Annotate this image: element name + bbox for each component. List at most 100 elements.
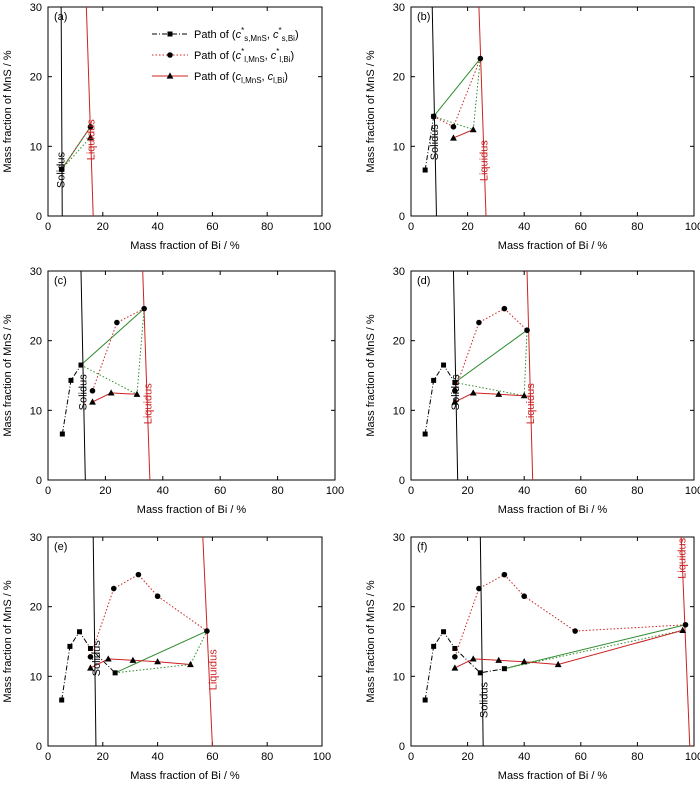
x-tick-label: 0 xyxy=(408,485,414,497)
square-marker xyxy=(422,697,428,703)
liquidus-line xyxy=(202,537,213,746)
tie-line xyxy=(504,624,686,670)
triangle-marker xyxy=(154,658,161,665)
circle-marker xyxy=(430,113,437,120)
tie-line xyxy=(454,330,528,397)
triangle-marker xyxy=(469,655,477,662)
x-tick-label: 0 xyxy=(408,751,414,763)
plot-frame xyxy=(47,6,323,217)
y-axis-label: Mass fraction of MnS / % xyxy=(2,580,14,702)
x-tick-label: 80 xyxy=(261,751,273,763)
circle-marker xyxy=(477,55,484,62)
y-axis-label: Mass fraction of MnS / % xyxy=(365,580,377,702)
y-tick-label: 30 xyxy=(393,266,405,278)
plot-frame xyxy=(47,536,323,747)
plot-area xyxy=(59,537,213,746)
plot-area xyxy=(422,537,691,746)
plot-frame xyxy=(410,270,695,481)
circle-marker xyxy=(452,388,458,394)
x-tick-label: 80 xyxy=(261,221,273,233)
chart-panel-0: 0 20 40 60 80 100 0 10 20 30 Mass fraction of Bi /… xyxy=(2,2,331,252)
y-tick-label: 20 xyxy=(30,72,42,84)
triangle-marker xyxy=(495,656,503,663)
plot-frame xyxy=(410,536,695,747)
square-marker xyxy=(422,431,428,437)
x-tick-label: 100 xyxy=(313,221,331,233)
series-line xyxy=(89,573,208,657)
liquidus-line xyxy=(526,271,534,480)
y-tick-label: 20 xyxy=(393,72,405,84)
square-marker xyxy=(67,643,73,649)
liquidus-label: Liquidus xyxy=(86,119,98,160)
circle-marker xyxy=(87,124,94,130)
y-tick-label: 20 xyxy=(393,336,405,348)
x-tick-label: 40 xyxy=(151,751,163,763)
liquidus-line xyxy=(142,271,151,480)
chart-panel-3: 0 20 40 60 80 100 0 10 20 30 Mass fraction of Bi /… xyxy=(365,266,700,516)
chart-panel-5: 0 20 40 60 80 100 0 10 20 30 Mass fraction of Bi /… xyxy=(365,532,700,782)
x-tick-label: 100 xyxy=(685,485,700,497)
liquidus-line xyxy=(85,7,94,216)
solidus-line xyxy=(92,537,97,746)
circle-marker xyxy=(521,593,527,600)
plot-frame xyxy=(47,270,336,481)
x-tick-label: 20 xyxy=(97,221,109,233)
circle-marker xyxy=(204,628,210,634)
x-tick-label: 100 xyxy=(313,751,331,763)
plot-area xyxy=(58,7,94,216)
legend-entry: Path of (cl,MnS, cl,Bi) xyxy=(194,71,288,85)
x-tick-label: 100 xyxy=(685,751,700,763)
triangle-marker xyxy=(469,126,477,133)
circle-marker xyxy=(682,621,689,628)
chart-panel-4: 0 20 40 60 80 100 0 10 20 30 Mass fraction of Bi /… xyxy=(2,532,331,782)
y-tick-label: 30 xyxy=(30,2,42,14)
triangle-marker xyxy=(679,626,687,633)
triangle-marker xyxy=(89,398,96,405)
circle-marker xyxy=(452,654,458,660)
y-axis-label: Mass fraction of MnS / % xyxy=(365,314,377,436)
circle-marker xyxy=(110,585,117,592)
y-axis-label: Mass fraction of MnS / % xyxy=(2,50,14,172)
tie-line xyxy=(80,308,145,366)
x-tick-label: 0 xyxy=(45,751,51,763)
liquidus-line xyxy=(680,537,691,746)
circle-marker xyxy=(141,305,147,312)
y-tick-label: 30 xyxy=(393,532,405,544)
square-marker xyxy=(501,666,507,672)
legend: Path of (c*s,MnS, c*s,Bi) Path of (c*l,Mn… xyxy=(152,26,299,85)
plot-area xyxy=(59,271,151,480)
tie-line xyxy=(61,136,91,170)
series-line xyxy=(454,573,686,657)
solidus-label: Solidus xyxy=(91,640,103,677)
square-marker xyxy=(477,670,483,676)
x-tick-label: 20 xyxy=(97,751,109,763)
y-axis-label: Mass fraction of MnS / % xyxy=(2,314,14,436)
x-tick-label: 40 xyxy=(518,221,530,233)
y-tick-label: 10 xyxy=(393,671,405,683)
triangle-marker xyxy=(495,390,503,397)
circle-marker xyxy=(167,52,173,58)
y-tick-label: 0 xyxy=(399,211,405,223)
square-marker xyxy=(452,379,458,385)
tie-line xyxy=(114,630,208,674)
solidus-label: Solidus xyxy=(78,374,90,411)
legend-entry: Path of (c*l,MnS, c*l,Bi) xyxy=(194,47,294,64)
x-tick-label: 20 xyxy=(461,221,473,233)
chart-panel-1: 0 20 40 60 80 100 0 10 20 30 Mass fraction of Bi /… xyxy=(365,2,700,252)
square-marker xyxy=(167,31,173,37)
x-tick-label: 60 xyxy=(575,751,587,763)
x-tick-label: 20 xyxy=(99,485,111,497)
liquidus-line xyxy=(478,7,487,216)
series-line xyxy=(453,129,474,139)
liquidus-label: Liquidus xyxy=(525,383,537,424)
square-marker xyxy=(452,645,458,651)
solidus-line xyxy=(431,7,437,216)
square-marker xyxy=(59,697,65,703)
y-tick-label: 10 xyxy=(393,141,405,153)
x-tick-label: 20 xyxy=(461,751,473,763)
triangle-marker xyxy=(520,658,528,665)
triangle-marker xyxy=(133,390,141,397)
plot-area xyxy=(422,7,487,216)
y-tick-label: 10 xyxy=(30,141,42,153)
y-tick-label: 10 xyxy=(393,405,405,417)
